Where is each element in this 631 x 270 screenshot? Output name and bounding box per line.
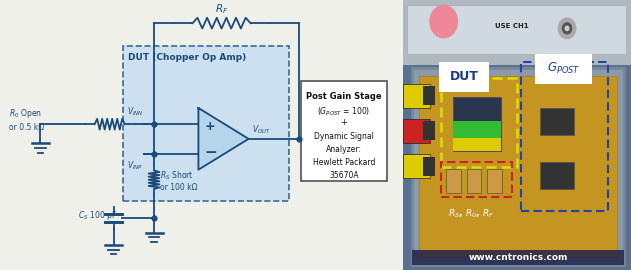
- FancyBboxPatch shape: [439, 62, 490, 92]
- Bar: [403, 119, 430, 143]
- Bar: [446, 169, 461, 193]
- Text: Post Gain Stage: Post Gain Stage: [306, 92, 382, 101]
- Text: $R_S$, $R_0$, $R_F$: $R_S$, $R_0$, $R_F$: [448, 207, 494, 220]
- Text: $V_{INP}$: $V_{INP}$: [127, 159, 143, 172]
- Bar: [466, 169, 481, 193]
- Bar: [453, 122, 501, 138]
- Text: $R_F$: $R_F$: [215, 2, 228, 16]
- Text: DUT: DUT: [450, 70, 479, 83]
- Text: $C_S$ 100 pF: $C_S$ 100 pF: [78, 210, 117, 222]
- Text: ($G_{POST}$ = 100): ($G_{POST}$ = 100): [317, 105, 370, 118]
- Text: $R_0$ Open: $R_0$ Open: [9, 107, 42, 120]
- Bar: [300, 81, 387, 181]
- Bar: [403, 154, 430, 178]
- Text: or 0.5 kΩ: or 0.5 kΩ: [9, 123, 45, 132]
- Bar: [540, 108, 574, 135]
- Text: 35670A: 35670A: [329, 171, 359, 180]
- Bar: [442, 162, 512, 197]
- Bar: [442, 78, 517, 167]
- FancyBboxPatch shape: [535, 54, 592, 84]
- Text: −: −: [204, 145, 217, 160]
- Bar: [411, 68, 624, 265]
- Text: USE CH1: USE CH1: [495, 23, 529, 29]
- Bar: [521, 62, 608, 211]
- Bar: [453, 97, 501, 151]
- Bar: [423, 122, 435, 140]
- Text: www.cntronics.com: www.cntronics.com: [468, 252, 568, 262]
- Bar: [453, 138, 501, 151]
- Bar: [423, 86, 435, 105]
- Text: DUT (Chopper Op Amp): DUT (Chopper Op Amp): [128, 53, 246, 62]
- Text: or 100 kΩ: or 100 kΩ: [160, 183, 198, 192]
- Text: +: +: [341, 119, 348, 127]
- Circle shape: [558, 18, 575, 39]
- Text: Dynamic Signal: Dynamic Signal: [314, 132, 374, 141]
- Text: Analyzer:: Analyzer:: [326, 145, 362, 154]
- Circle shape: [562, 23, 572, 34]
- Text: $V_{INN}$: $V_{INN}$: [127, 106, 144, 119]
- Text: $R_S$ Short: $R_S$ Short: [160, 170, 194, 182]
- Circle shape: [565, 26, 569, 31]
- Bar: [540, 162, 574, 189]
- Bar: [411, 250, 624, 265]
- Bar: [407, 5, 627, 54]
- Circle shape: [430, 5, 457, 38]
- Text: $V_{OUT}$: $V_{OUT}$: [252, 123, 271, 136]
- Bar: [418, 76, 617, 256]
- Bar: [403, 84, 430, 108]
- Text: $G_{POST}$: $G_{POST}$: [547, 61, 581, 76]
- Bar: [403, 0, 631, 65]
- Text: +: +: [204, 120, 215, 133]
- Bar: [123, 46, 289, 201]
- Text: Hewlett Packard: Hewlett Packard: [313, 158, 375, 167]
- Bar: [423, 157, 435, 176]
- Polygon shape: [198, 108, 249, 170]
- Bar: [487, 169, 502, 193]
